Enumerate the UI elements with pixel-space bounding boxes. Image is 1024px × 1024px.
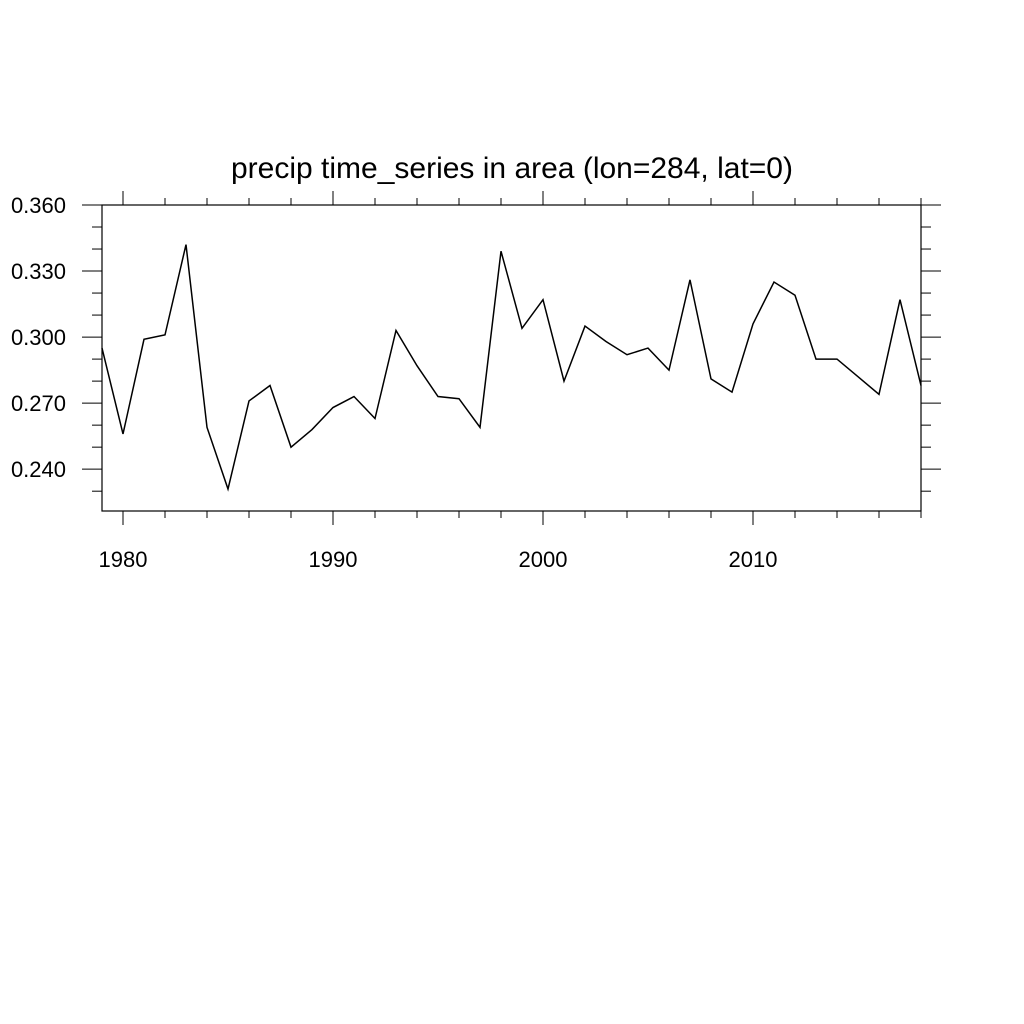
y-tick-label: 0.330 (11, 259, 66, 284)
y-tick-label: 0.360 (11, 193, 66, 218)
x-tick-label: 1980 (99, 547, 148, 572)
chart-title: precip time_series in area (lon=284, lat… (231, 152, 793, 185)
y-tick-label: 0.240 (11, 457, 66, 482)
y-tick-label: 0.270 (11, 391, 66, 416)
y-tick-label: 0.300 (11, 325, 66, 350)
series-line (101, 244, 922, 492)
plot-frame (101, 204, 922, 512)
x-tick-label: 1990 (309, 547, 358, 572)
x-tick-label: 2010 (729, 547, 778, 572)
x-tick-label: 2000 (519, 547, 568, 572)
tick-labels: 1980 1990 2000 2010 0.240 0.270 0.300 0.330 0.36… (11, 193, 778, 572)
axis-ticks (82, 191, 941, 525)
